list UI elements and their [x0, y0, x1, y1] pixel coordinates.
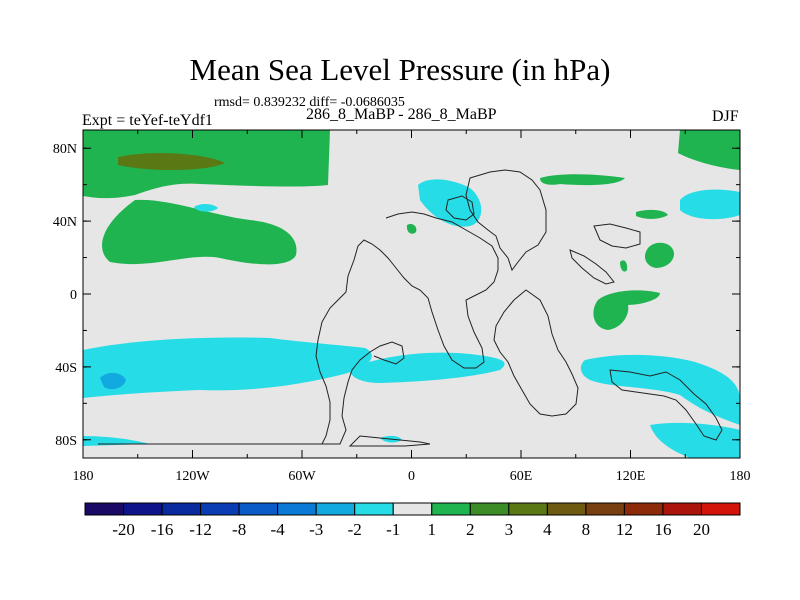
colorbar-label: -20: [112, 520, 135, 539]
anomaly-region-north-pacific-east-negative: [680, 189, 740, 220]
lat-tick-label: 40N: [53, 215, 77, 230]
anomaly-region-antarctic-negative-east: [650, 422, 740, 458]
season-label: DJF: [712, 108, 739, 125]
anomaly-region-north-africa-negative: [418, 179, 482, 227]
anomaly-region-southern-ocean-negative: [580, 354, 740, 425]
colorbar-label: 4: [543, 520, 552, 539]
colorbar-label: 1: [428, 520, 437, 539]
colorbar-label: -16: [151, 520, 174, 539]
lat-tick-label: 0: [70, 288, 77, 303]
colorbar-swatch: [469, 502, 510, 516]
colorbar-swatch: [238, 502, 279, 516]
colorbar-swatch: [700, 502, 741, 516]
lon-tick-label: 120W: [175, 469, 210, 484]
colorbar-label: 3: [505, 520, 514, 539]
anomaly-region-small-negative-a: [194, 204, 218, 212]
anomaly-region-siberia-positive: [540, 174, 625, 186]
anomaly-region-indian-ocean-positive: [593, 290, 660, 330]
stats-label: rmsd= 0.839232 diff= -0.0686035: [214, 95, 405, 110]
anomaly-region-arctic-east-positive: [678, 130, 740, 170]
lon-tick-label: 120E: [616, 469, 646, 484]
colorbar-label: -1: [386, 520, 400, 539]
colorbar: -20 -16 -12 -8 -4 -3 -2 -1 1 2 3 4 8 12 16 20: [84, 502, 741, 539]
anomaly-region-north-pacific-strong: [118, 153, 225, 171]
latitude-axis: 80N 40N 0 40S 80S: [53, 142, 740, 449]
anomaly-region-europe-positive: [406, 223, 417, 234]
longitude-axis: 180 120W 60W 0 60E 120E 180: [73, 130, 751, 484]
colorbar-label: 8: [582, 520, 591, 539]
anomaly-region-small-positive-a: [636, 209, 668, 219]
colorbar-label: -2: [348, 520, 362, 539]
colorbar-swatch: [585, 502, 625, 516]
anomaly-region-east-asia-positive: [644, 242, 675, 268]
comparison-label: 286_8_MaBP - 286_8_MaBP: [306, 106, 497, 123]
colorbar-swatch: [623, 502, 664, 516]
colorbar-swatch: [315, 502, 356, 516]
colorbar-swatch: [354, 502, 394, 516]
colorbar-swatch: [200, 502, 240, 516]
anomaly-region-small-positive-b: [620, 260, 628, 272]
colorbar-swatch: [431, 502, 471, 516]
lon-tick-label: 60E: [510, 469, 533, 484]
colorbar-swatch: [392, 502, 433, 516]
colorbar-label: 16: [654, 520, 671, 539]
colorbar-label: 12: [616, 520, 633, 539]
lon-tick-label: 180: [73, 469, 94, 484]
lon-tick-label: 0: [408, 469, 415, 484]
anomaly-region-south-pacific-strong: [100, 372, 126, 390]
colorbar-swatch: [84, 502, 125, 516]
anomaly-region-south-atlantic-negative: [349, 352, 505, 383]
colorbar-swatch: [546, 502, 587, 516]
colorbar-label: 20: [693, 520, 710, 539]
contour-fill-layer: [83, 130, 740, 458]
lat-tick-label: 40S: [55, 361, 77, 376]
lon-tick-label: 180: [730, 469, 751, 484]
anomaly-region-south-pacific-negative: [83, 337, 372, 398]
colorbar-label: -4: [271, 520, 286, 539]
coastline-layer: [98, 169, 723, 447]
colorbar-swatch: [161, 502, 202, 516]
colorbar-swatch: [508, 502, 548, 516]
experiment-label: Expt = teYef-teYdf1: [82, 112, 213, 129]
colorbar-swatch: [277, 502, 317, 516]
anomaly-region-north-atlantic-positive: [102, 199, 297, 265]
colorbar-label: -12: [189, 520, 212, 539]
colorbar-swatch: [662, 502, 702, 516]
lat-tick-label: 80S: [55, 434, 77, 449]
map-title: Mean Sea Level Pressure (in hPa): [189, 52, 611, 87]
colorbar-label: -3: [309, 520, 323, 539]
lat-tick-label: 80N: [53, 142, 77, 157]
colorbar-swatch: [123, 502, 163, 516]
colorbar-label: 2: [466, 520, 475, 539]
colorbar-label: -8: [232, 520, 246, 539]
lon-tick-label: 60W: [288, 469, 316, 484]
